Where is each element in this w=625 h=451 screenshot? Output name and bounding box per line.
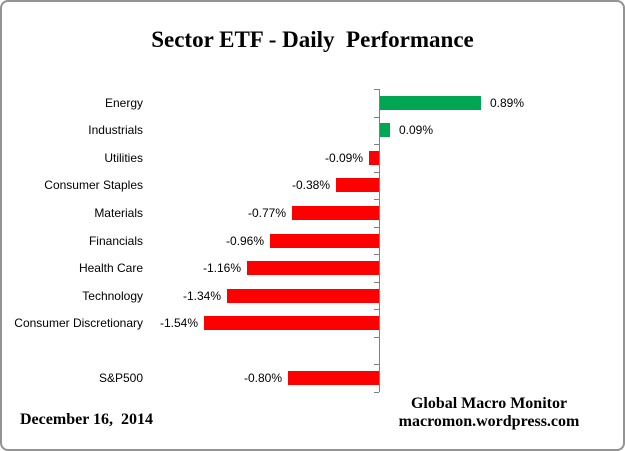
footer-credit-line1: Global Macro Monitor	[410, 395, 568, 412]
bar-health-care	[247, 261, 379, 275]
category-label-financials: Financials	[88, 234, 143, 248]
value-label-health-care: -1.16%	[202, 261, 241, 275]
chart-title: Sector ETF - Daily Performance	[151, 27, 474, 52]
axis-tick	[374, 392, 379, 393]
axis-tick	[374, 144, 379, 145]
footer-credit-line2: macromon.wordpress.com	[398, 413, 580, 430]
bar-utilities	[369, 151, 379, 165]
value-label-financials: -0.96%	[225, 234, 264, 248]
footer-credit: Global Macro Monitor macromon.wordpress.…	[349, 395, 623, 431]
axis-tick	[374, 117, 379, 118]
bar-s-p500	[288, 371, 379, 385]
axis-tick	[374, 364, 379, 365]
value-label-energy: 0.89%	[490, 96, 525, 110]
category-label-utilities: Utilities	[104, 151, 143, 165]
value-label-consumer-staples: -0.38%	[291, 178, 330, 192]
category-label-health-care: Health Care	[78, 261, 143, 275]
bar-financials	[270, 234, 379, 248]
value-axis-line	[379, 89, 380, 392]
category-label-consumer-staples: Consumer Staples	[44, 178, 143, 192]
bar-technology	[227, 289, 379, 303]
axis-tick	[374, 172, 379, 173]
axis-tick	[374, 309, 379, 310]
bar-industrials	[380, 123, 390, 137]
category-label-s-p500: S&P500	[98, 371, 143, 385]
axis-tick	[374, 254, 379, 255]
axis-tick	[374, 199, 379, 200]
value-label-industrials: 0.09%	[399, 123, 434, 137]
axis-tick	[374, 282, 379, 283]
category-label-industrials: Industrials	[88, 123, 143, 137]
bar-materials	[292, 206, 379, 220]
category-label-energy: Energy	[104, 96, 143, 110]
value-label-technology: -1.34%	[182, 289, 221, 303]
footer-date: December 16, 2014	[20, 411, 153, 428]
category-label-technology: Technology	[82, 289, 143, 303]
axis-tick	[374, 337, 379, 338]
category-label-materials: Materials	[94, 206, 143, 220]
category-label-consumer-discretionary: Consumer Discretionary	[14, 316, 143, 330]
value-label-materials: -0.77%	[247, 206, 286, 220]
axis-tick	[374, 227, 379, 228]
bar-consumer-staples	[336, 178, 379, 192]
value-label-s-p500: -0.80%	[243, 371, 282, 385]
axis-tick	[374, 89, 379, 90]
bar-energy	[380, 96, 481, 110]
bar-consumer-discretionary	[204, 316, 379, 330]
value-label-consumer-discretionary: -1.54%	[159, 316, 198, 330]
value-label-utilities: -0.09%	[324, 151, 363, 165]
